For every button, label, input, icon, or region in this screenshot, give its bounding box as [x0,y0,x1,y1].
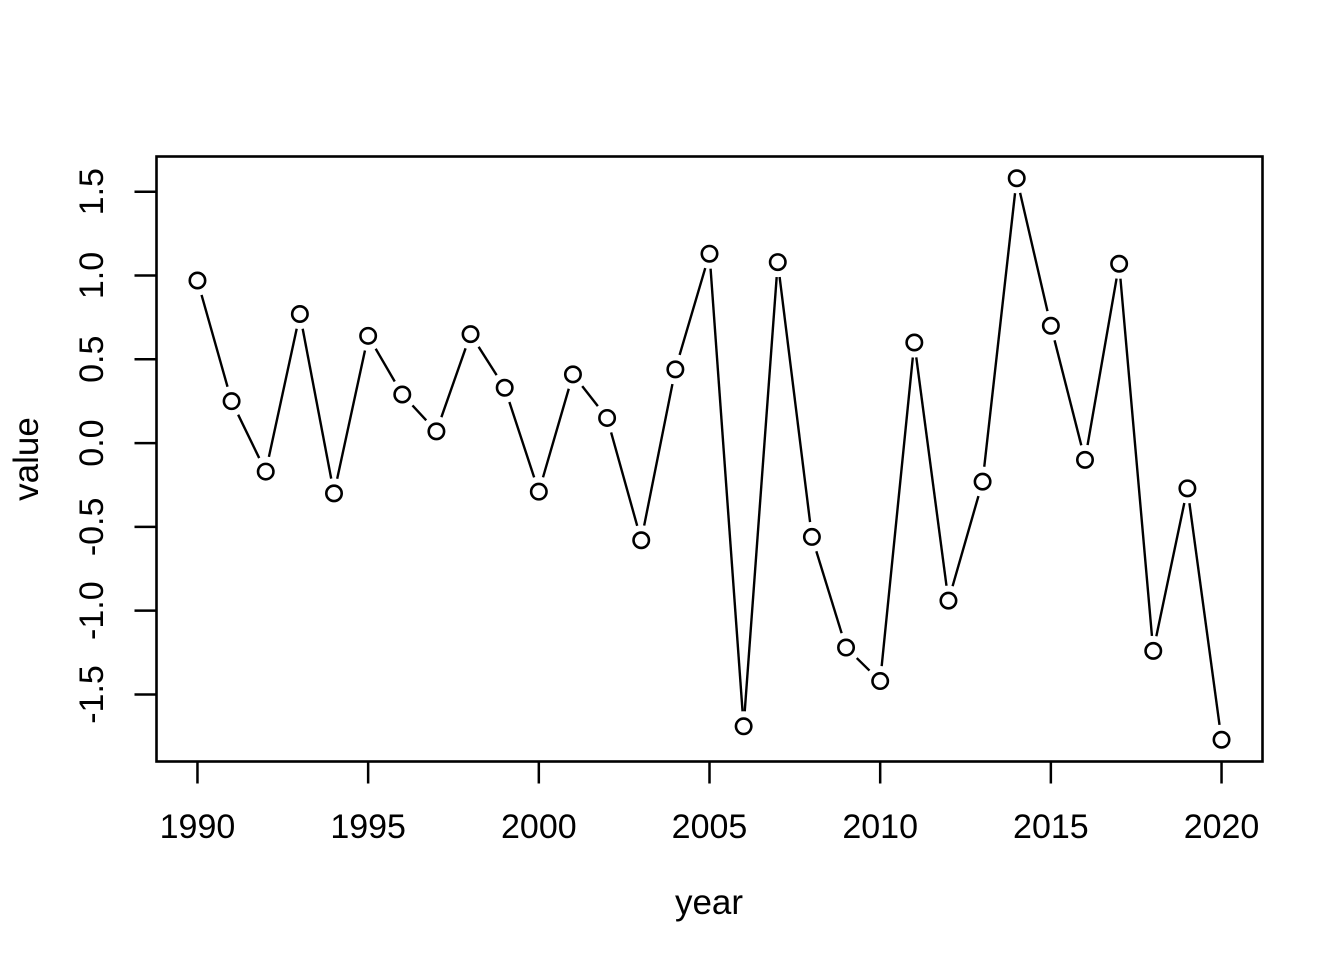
line-segment [642,383,674,526]
x-axis-title: year [675,883,743,922]
line-segment [508,401,536,478]
line-segment [743,276,778,712]
line-segment [709,268,744,712]
data-point [393,385,412,404]
line-segment [477,346,498,376]
line-segment [915,357,948,586]
data-point [359,326,378,345]
line-segment [1119,278,1154,637]
data-point [734,717,753,736]
y-tick-label: -1.0 [73,581,111,640]
data-point [700,244,719,263]
data-point [598,408,617,427]
line-segment [336,350,367,479]
y-tick-label: -0.5 [73,498,111,557]
line-segment [374,348,396,383]
x-tick-label: 1995 [330,808,406,846]
line-segment [880,357,915,667]
y-tick-label: 0.0 [73,419,111,466]
data-point [1212,730,1231,749]
line-segment [237,414,261,459]
data-point [461,325,480,344]
y-tick-label: -1.5 [73,665,111,724]
line-segment [1018,192,1049,312]
plot-area: 1990 1995 2000 2005 2010 2015 2020 -1.5 -1.0 -0.5… [73,155,1264,846]
data-point [1110,254,1129,273]
data-point [905,333,924,352]
line-segment [1053,340,1083,446]
data-point [1007,169,1026,188]
data-point [871,672,890,691]
data-point [222,392,241,411]
data-point [188,271,207,290]
data-point [1144,641,1163,660]
line-segment [983,193,1017,467]
line-segment [301,328,333,479]
data-point [325,484,344,503]
data-point [256,462,275,481]
data-point [768,253,787,272]
data-point [973,472,992,491]
data-point [1041,316,1060,335]
x-tick-label: 1990 [160,808,236,846]
data-point [837,638,856,657]
x-tick-label: 2015 [1013,808,1089,846]
data-point [495,378,514,397]
data-point [939,591,958,610]
line-segment [815,550,843,634]
line-segment [411,404,428,422]
data-point [529,482,548,501]
line-segment [678,267,707,356]
line-segment [951,495,980,587]
data-point [632,531,651,550]
line-segment [541,388,570,478]
data-point [666,360,685,379]
y-tick-label: 0.5 [73,336,111,383]
data-point [1075,450,1094,469]
line-segment [778,276,812,523]
line-segment [1086,278,1118,446]
line-segment [609,432,639,527]
x-tick-label: 2000 [501,808,577,846]
y-tick-label: 1.0 [73,252,111,299]
line-segment [440,347,467,418]
line-segment [200,294,229,388]
y-tick-label: 1.5 [73,168,111,215]
x-tick-label: 2010 [842,808,918,846]
data-point [427,422,446,441]
data-point [563,365,582,384]
data-point [290,305,309,324]
data-point [802,527,821,546]
data-point [1178,479,1197,498]
line-segment [855,657,871,672]
x-tick-label: 2005 [672,808,748,846]
line-segment [267,328,298,458]
line-segment [1188,503,1221,726]
line-segment [581,385,599,407]
x-tick-label: 2020 [1184,808,1260,846]
line-segment [1155,502,1186,637]
y-axis-title: value [7,417,46,501]
